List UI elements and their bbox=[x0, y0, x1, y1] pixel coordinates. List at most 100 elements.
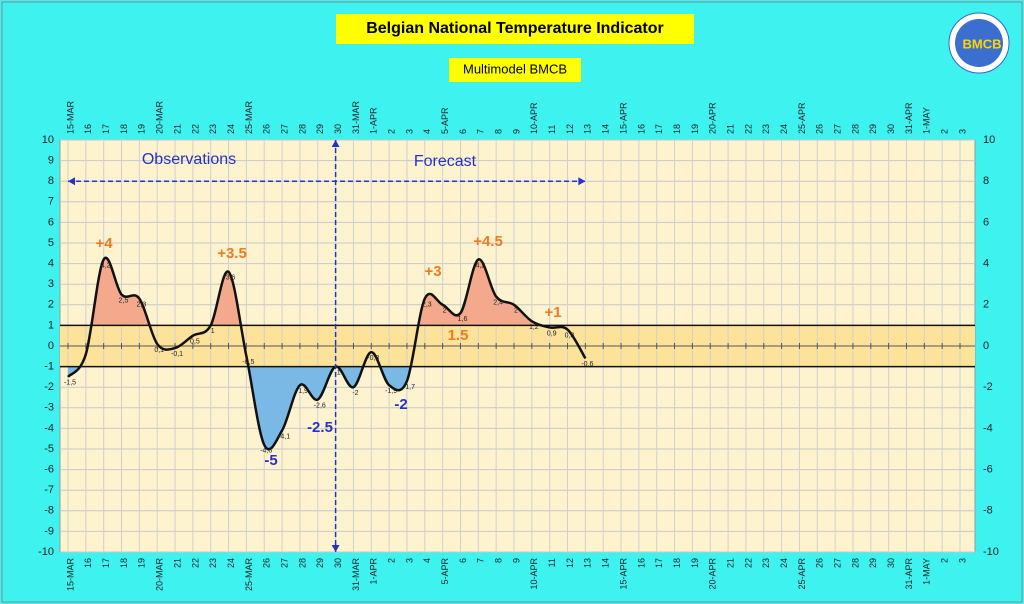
value-label: -0,1 bbox=[171, 351, 183, 358]
x-tick-label: 6 bbox=[458, 558, 468, 563]
y-tick-label: -5 bbox=[44, 443, 54, 455]
x-tick-label: 31-MAR bbox=[351, 558, 361, 592]
value-label: -1,9 bbox=[385, 388, 397, 395]
y-tick-label: -7 bbox=[44, 484, 54, 496]
x-tick-label: 22 bbox=[190, 558, 200, 568]
x-tick-label: 30 bbox=[333, 558, 343, 568]
x-tick-label: 9 bbox=[511, 129, 521, 134]
x-tick-label: 19 bbox=[137, 558, 147, 568]
x-tick-label: 7 bbox=[476, 129, 486, 134]
y-tick-label: 2 bbox=[48, 299, 54, 311]
y-tick-label: -1 bbox=[44, 361, 54, 373]
y2-tick-label: -6 bbox=[983, 464, 993, 476]
value-label: 2,3 bbox=[136, 301, 146, 308]
x-tick-label: 31-MAR bbox=[351, 100, 361, 134]
annotation: -5 bbox=[264, 452, 277, 469]
x-tick-label: 2 bbox=[386, 129, 396, 134]
x-tick-label: 28 bbox=[297, 124, 307, 134]
value-label: -1,7 bbox=[403, 384, 415, 391]
x-tick-label: 18 bbox=[672, 558, 682, 568]
x-tick-label: 3 bbox=[957, 558, 967, 563]
x-tick-label: 24 bbox=[779, 124, 789, 134]
x-tick-label: 29 bbox=[315, 124, 325, 134]
y-tick-label: 9 bbox=[48, 155, 54, 167]
x-tick-label: 16 bbox=[636, 124, 646, 134]
value-label: -0,3 bbox=[367, 355, 379, 362]
x-tick-label: 13 bbox=[583, 558, 593, 568]
x-tick-label: 28 bbox=[297, 558, 307, 568]
value-label: 0,5 bbox=[190, 339, 200, 346]
series-line bbox=[67, 256, 587, 451]
x-tick-label: 5-APR bbox=[440, 558, 450, 585]
y-tick-label: 1 bbox=[48, 319, 54, 331]
value-label: 2,5 bbox=[119, 297, 129, 304]
annotation: +3 bbox=[424, 263, 441, 280]
y2-tick-label: -2 bbox=[983, 381, 993, 393]
y-tick-label: -10 bbox=[38, 546, 54, 558]
x-tick-label: 12 bbox=[565, 124, 575, 134]
value-label: 2,3 bbox=[422, 301, 432, 308]
y2-tick-label: -10 bbox=[983, 546, 999, 558]
annotation: 1.5 bbox=[448, 327, 469, 344]
x-tick-label: 26 bbox=[815, 124, 825, 134]
value-label: 1,6 bbox=[458, 316, 468, 323]
value-label: -2,6 bbox=[314, 402, 326, 409]
y-tick-label: -2 bbox=[44, 381, 54, 393]
x-tick-label: 2 bbox=[386, 558, 396, 563]
x-tick-label: 4 bbox=[422, 129, 432, 134]
x-tick-label: 29 bbox=[315, 558, 325, 568]
x-tick-label: 3 bbox=[404, 129, 414, 134]
x-tick-label: 8 bbox=[494, 129, 504, 134]
x-tick-label: 20-MAR bbox=[155, 558, 165, 592]
x-tick-label: 29 bbox=[868, 558, 878, 568]
chart-title: Belgian National Temperature Indicator bbox=[366, 20, 664, 37]
y-tick-label: 4 bbox=[48, 258, 54, 270]
x-tick-label: 23 bbox=[208, 124, 218, 134]
x-tick-label: 21 bbox=[172, 124, 182, 134]
x-tick-label: 20-APR bbox=[708, 102, 718, 134]
x-tick-label: 19 bbox=[690, 558, 700, 568]
x-tick-label: 17 bbox=[654, 124, 664, 134]
value-label: 4,2 bbox=[101, 262, 111, 269]
x-tick-label: 30 bbox=[886, 558, 896, 568]
x-tick-label: 7 bbox=[476, 558, 486, 563]
value-label: -1 bbox=[334, 369, 340, 376]
x-tick-label: 17 bbox=[654, 558, 664, 568]
y-tick-label: -6 bbox=[44, 464, 54, 476]
x-tick-label: 19 bbox=[137, 124, 147, 134]
x-tick-label: 27 bbox=[279, 124, 289, 134]
x-tick-label: 1-APR bbox=[369, 107, 379, 134]
x-tick-label: 1-MAY bbox=[922, 558, 932, 585]
y-tick-label: 5 bbox=[48, 237, 54, 249]
chart-subtitle: Multimodel BMCB bbox=[463, 61, 567, 76]
x-tick-label: 28 bbox=[850, 558, 860, 568]
logo-inner bbox=[955, 19, 1003, 67]
x-tick-label: 3 bbox=[404, 558, 414, 563]
y2-tick-label: 0 bbox=[983, 340, 989, 352]
x-tick-label: 26 bbox=[262, 558, 272, 568]
x-tick-label: 24 bbox=[226, 124, 236, 134]
x-tick-label: 11 bbox=[547, 125, 557, 134]
value-label: 0,8 bbox=[565, 332, 575, 339]
x-tick-label: 2 bbox=[940, 129, 950, 134]
value-label: -4,1 bbox=[278, 433, 290, 440]
annotation: -2 bbox=[394, 396, 407, 413]
y-tick-label: 0 bbox=[48, 340, 54, 352]
y2-tick-label: 10 bbox=[983, 134, 995, 146]
y-tick-label: 7 bbox=[48, 196, 54, 208]
x-tick-label: 31-APR bbox=[904, 102, 914, 134]
x-tick-label: 27 bbox=[832, 124, 842, 134]
value-label: -4,8 bbox=[260, 448, 272, 455]
value-label: 2 bbox=[443, 308, 447, 315]
x-tick-label: 18 bbox=[119, 124, 129, 134]
x-tick-label: 26 bbox=[262, 124, 272, 134]
subtitle-box bbox=[449, 58, 581, 82]
value-label: -0,5 bbox=[242, 359, 254, 366]
x-tick-label: 25-MAR bbox=[244, 100, 254, 134]
x-tick-label: 30 bbox=[886, 124, 896, 134]
x-tick-label: 15-MAR bbox=[65, 558, 75, 592]
y-tick-label: -4 bbox=[44, 422, 54, 434]
annotation: +3.5 bbox=[217, 245, 247, 262]
x-tick-label: 18 bbox=[672, 124, 682, 134]
title-box bbox=[336, 14, 694, 44]
